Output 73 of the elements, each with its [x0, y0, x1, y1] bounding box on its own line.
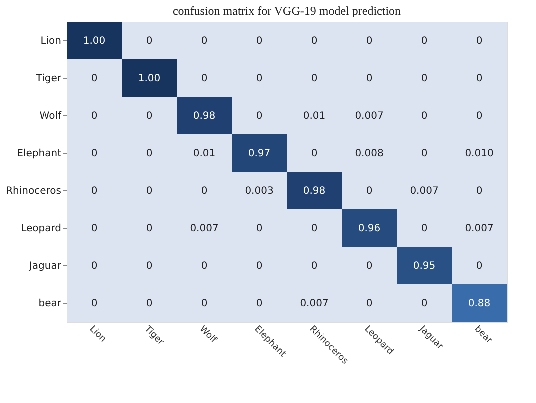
data-label: 0	[476, 36, 483, 47]
data-label: 0.007	[190, 223, 219, 234]
data-label: 0	[201, 260, 208, 272]
data-label: 0	[311, 260, 318, 272]
data-label: 0	[201, 36, 208, 47]
data-label: 0	[476, 110, 483, 122]
data-label: 0	[256, 260, 263, 272]
data-label: 0	[476, 260, 483, 272]
data-label: 0	[366, 73, 373, 84]
data-label: 0.01	[193, 148, 216, 160]
data-label: 0	[146, 36, 153, 47]
data-label: 0	[146, 110, 153, 122]
data-label: 0	[421, 110, 428, 122]
data-label: 0.007	[300, 298, 329, 310]
data-label: 0	[91, 260, 98, 272]
data-label: 0	[311, 73, 318, 84]
data-label: 0	[91, 298, 98, 310]
data-label: 0.98	[303, 186, 326, 197]
data-label: 0.008	[355, 148, 384, 160]
y-tick-label: Leopard	[21, 223, 62, 234]
data-label: 0.007	[465, 223, 494, 234]
y-tick-label: Jaguar	[28, 260, 62, 272]
y-tick-label: bear	[38, 298, 62, 310]
y-tick-label: Rhinoceros	[6, 186, 62, 197]
data-label: 0	[366, 298, 373, 310]
y-tick-label: Wolf	[40, 110, 62, 122]
data-label: 0.98	[193, 110, 216, 122]
data-label: 0	[311, 148, 318, 160]
data-label: 0.88	[468, 298, 491, 310]
data-label: 0	[91, 110, 98, 122]
data-label: 0	[476, 186, 483, 197]
data-label: 0	[311, 36, 318, 47]
data-label: 0	[201, 73, 208, 84]
data-label: 0	[201, 186, 208, 197]
data-label: 0	[366, 186, 373, 197]
data-label: 0	[256, 223, 263, 234]
data-label: 0	[421, 148, 428, 160]
data-label: 0	[256, 36, 263, 47]
chart-title: confusion matrix for VGG-19 model prediction	[172, 4, 402, 18]
data-label: 0	[476, 73, 483, 84]
data-label: 0	[146, 186, 153, 197]
y-tick-label: Elephant	[17, 148, 62, 160]
data-label: 0	[146, 148, 153, 160]
data-label: 0	[311, 223, 318, 234]
data-label: 0	[91, 186, 98, 197]
data-label: 0.95	[413, 260, 436, 272]
data-label: 0	[421, 36, 428, 47]
y-tick-label: Lion	[40, 36, 62, 47]
y-tick-label: Tiger	[35, 73, 62, 84]
data-label: 0	[146, 223, 153, 234]
data-label: 0	[146, 260, 153, 272]
data-label: 0	[421, 223, 428, 234]
data-label: 0	[256, 73, 263, 84]
data-label: 0	[421, 73, 428, 84]
data-label: 0	[91, 148, 98, 160]
data-label: 0	[366, 36, 373, 47]
data-label: 0	[201, 298, 208, 310]
data-label: 0	[91, 223, 98, 234]
data-label: 0	[91, 73, 98, 84]
data-label: 0	[256, 298, 263, 310]
data-label: 1.00	[138, 73, 161, 84]
data-label: 0	[146, 298, 153, 310]
data-label: 0.007	[410, 186, 439, 197]
data-label: 0	[366, 260, 373, 272]
data-label: 0.010	[465, 148, 494, 160]
data-label: 0.97	[248, 148, 271, 160]
data-label: 0.003	[245, 186, 274, 197]
data-label: 0.96	[358, 223, 381, 234]
data-label: 0.01	[303, 110, 326, 122]
data-label: 1.00	[83, 36, 106, 47]
data-label: 0	[256, 110, 263, 122]
data-label: 0.007	[355, 110, 384, 122]
data-label: 0	[421, 298, 428, 310]
